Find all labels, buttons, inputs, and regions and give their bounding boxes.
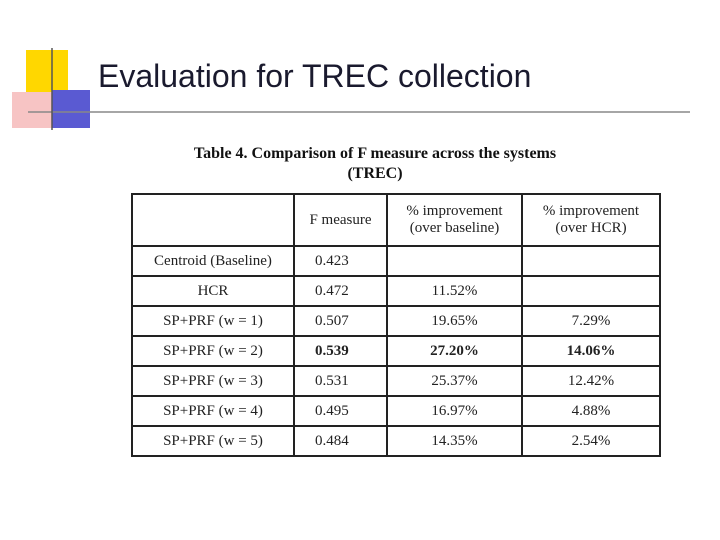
header-cell xyxy=(131,193,295,247)
table-cell: 0.531 xyxy=(293,365,388,397)
table-row: SP+PRF (w = 1) 0.507 19.65% 7.29% xyxy=(131,305,661,337)
table-cell: 0.423 xyxy=(293,245,388,277)
table-cell: 25.37% xyxy=(386,365,523,397)
table-cell: HCR xyxy=(131,275,295,307)
header-row: F measure% improvement (over baseline)% … xyxy=(131,193,661,247)
table: F measure% improvement (over baseline)% … xyxy=(131,193,661,457)
table-cell: 0.539 xyxy=(293,335,388,367)
table-cell: 11.52% xyxy=(386,275,523,307)
table-cell: 7.29% xyxy=(521,305,661,337)
table-cell: 0.495 xyxy=(293,395,388,427)
table-cell xyxy=(386,245,523,277)
header-cell: % improvement (over HCR) xyxy=(521,193,661,247)
table-cell xyxy=(521,245,661,277)
table-cell xyxy=(521,275,661,307)
table-row: Centroid (Baseline) 0.423 xyxy=(131,245,661,277)
table-cell: 12.42% xyxy=(521,365,661,397)
header-cell: F measure xyxy=(293,193,388,247)
table-cell: 27.20% xyxy=(386,335,523,367)
table-row: SP+PRF (w = 3) 0.531 25.37% 12.42% xyxy=(131,365,661,397)
table-cell: SP+PRF (w = 4) xyxy=(131,395,295,427)
table-cell: 14.06% xyxy=(521,335,661,367)
table-caption: Table 4. Comparison of F measure across … xyxy=(131,144,619,184)
table-cell: 16.97% xyxy=(386,395,523,427)
blue-square xyxy=(52,90,90,128)
table-cell: SP+PRF (w = 1) xyxy=(131,305,295,337)
table-cell: SP+PRF (w = 2) xyxy=(131,335,295,367)
table-cell: 4.88% xyxy=(521,395,661,427)
table-cell: 0.472 xyxy=(293,275,388,307)
caption-line: (TREC) xyxy=(347,165,403,182)
yellow-square xyxy=(26,50,68,94)
table-cell: SP+PRF (w = 3) xyxy=(131,365,295,397)
caption-line: Table 4. Comparison of F measure across … xyxy=(193,145,557,162)
table-cell: 19.65% xyxy=(386,305,523,337)
header-cell: % improvement (over baseline) xyxy=(386,193,523,247)
table-cell: 2.54% xyxy=(521,425,661,457)
table-cell: 0.507 xyxy=(293,305,388,337)
table-row: SP+PRF (w = 2) 0.539 27.20% 14.06% xyxy=(131,335,661,367)
table-cell: 0.484 xyxy=(293,425,388,457)
table-cell: Centroid (Baseline) xyxy=(131,245,295,277)
table-row: SP+PRF (w = 4) 0.495 16.97% 4.88% xyxy=(131,395,661,427)
pink-square xyxy=(12,92,52,128)
table-cell: SP+PRF (w = 5) xyxy=(131,425,295,457)
slide-title: Evaluation for TREC collection xyxy=(98,58,532,94)
table-row: SP+PRF (w = 5) 0.484 14.35% 2.54% xyxy=(131,425,661,457)
table-cell: 14.35% xyxy=(386,425,523,457)
table-row: HCR 0.472 11.52% xyxy=(131,275,661,307)
